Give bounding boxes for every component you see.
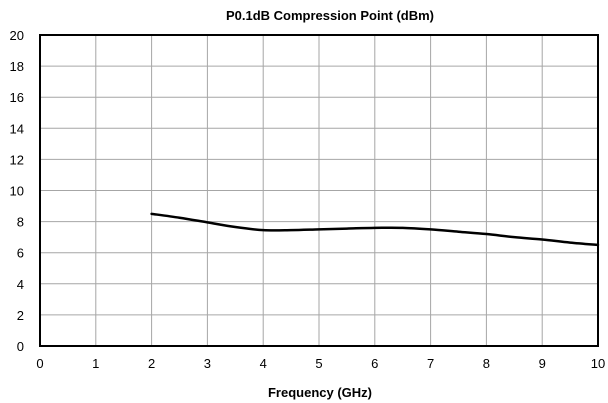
x-tick-label: 6: [371, 356, 378, 371]
plot-frame: [39, 34, 599, 347]
y-tick-label: 2: [17, 308, 24, 323]
x-tick-label: 2: [148, 356, 155, 371]
y-tick-label: 6: [17, 246, 24, 261]
x-tick-label: 8: [483, 356, 490, 371]
y-tick-label: 12: [10, 152, 24, 167]
y-tick-labels: 0 2 4 6 8 10 12 14 16 18 20: [10, 28, 24, 354]
x-tick-label: 4: [260, 356, 267, 371]
y-tick-label: 8: [17, 215, 24, 230]
x-tick-label: 0: [36, 356, 43, 371]
y-tick-label: 14: [10, 121, 24, 136]
grid-lines: [39, 34, 599, 347]
y-tick-label: 20: [10, 28, 24, 43]
y-tick-label: 16: [10, 90, 24, 105]
y-tick-label: 18: [10, 59, 24, 74]
y-tick-label: 4: [17, 277, 24, 292]
series-layer: [150, 212, 600, 247]
y-tick-label: 10: [10, 184, 24, 199]
x-tick-label: 7: [427, 356, 434, 371]
x-tick-label: 1: [92, 356, 99, 371]
x-axis-label: Frequency (GHz): [268, 385, 372, 400]
y-tick-label: 0: [17, 339, 24, 354]
x-tick-label: 10: [591, 356, 605, 371]
chart-title: P0.1dB Compression Point (dBm): [226, 8, 434, 23]
x-tick-labels: 0 1 2 3 4 5 6 7 8 9 10: [36, 356, 605, 371]
x-tick-label: 9: [539, 356, 546, 371]
series-line: [150, 212, 600, 247]
x-tick-label: 5: [315, 356, 322, 371]
x-tick-label: 3: [204, 356, 211, 371]
